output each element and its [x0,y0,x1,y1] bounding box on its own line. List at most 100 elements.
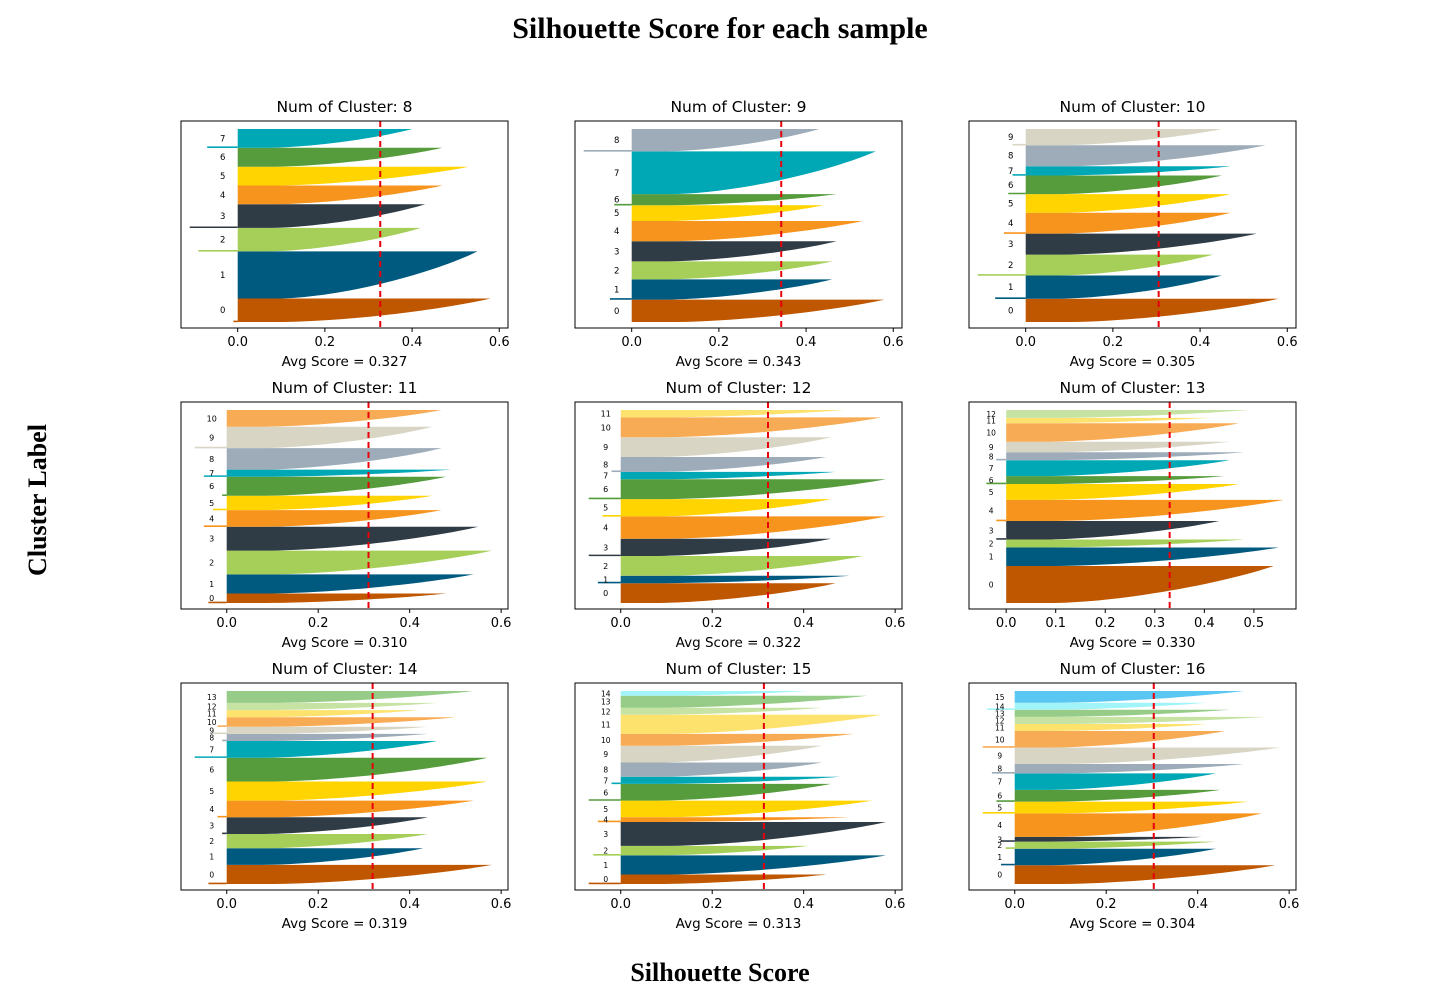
cluster-label: 7 [997,778,1002,787]
cluster-4-silhouette [226,510,442,527]
cluster-7-silhouette [1014,773,1216,790]
cluster-label: 9 [997,752,1002,761]
cluster-label: 9 [603,443,608,452]
cluster-label: 0 [209,594,214,603]
cluster-label: 6 [209,482,214,491]
x-tick-label: 0.6 [491,616,512,631]
cluster-label: 7 [209,469,214,478]
cluster-label: 9 [209,433,214,442]
cluster-label: 4 [220,191,225,201]
cluster-label: 5 [603,805,608,814]
subplot-title: Num of Cluster: 12 [666,379,812,397]
cluster-7-silhouette [620,776,841,784]
cluster-label: 10 [995,735,1005,744]
cluster-8-silhouette [631,129,820,152]
cluster-label: 9 [209,726,214,735]
cluster-label: 6 [614,196,619,206]
cluster-label: 4 [603,524,608,533]
cluster-5-silhouette [1014,801,1248,814]
cluster-label: 2 [989,540,994,549]
cluster-6-silhouette [237,147,443,167]
cluster-4-silhouette [1006,499,1284,521]
cluster-label: 1 [614,285,619,295]
cluster-8-silhouette [1006,452,1244,461]
x-tick-label: 0.4 [402,335,423,350]
cluster-label: 12 [601,707,611,716]
cluster-8-silhouette [620,762,822,777]
cluster-label: 3 [1008,240,1013,250]
cluster-5-silhouette [620,499,832,517]
cluster-1-silhouette [1014,848,1216,866]
cluster-1-silhouette [226,574,474,594]
cluster-label: 13 [207,693,217,702]
avg-score-label: Avg Score = 0.330 [1070,635,1196,651]
cluster-8-silhouette [226,448,442,470]
x-tick-label: 0.6 [885,616,906,631]
subplot-title: Num of Cluster: 11 [272,379,418,397]
cluster-10-silhouette [1014,731,1226,748]
x-tick-label: 0.0 [1015,335,1036,350]
cluster-1-silhouette [631,279,833,300]
cluster-6-silhouette [631,194,837,206]
cluster-label: 8 [989,452,994,461]
cluster-label: 4 [603,816,608,825]
plot-frame [180,682,509,891]
cluster-15-silhouette [1014,691,1244,703]
subplot-title: Num of Cluster: 10 [1060,98,1206,116]
cluster-label: 0 [209,870,214,879]
cluster-label: 2 [603,562,608,571]
x-tick-label: 0.4 [1190,335,1211,350]
x-tick-label: 0.1 [1045,616,1066,631]
plot-frame [180,401,509,610]
cluster-label: 0 [989,580,994,589]
cluster-label: 1 [220,271,225,281]
subplot-title: Num of Cluster: 9 [670,98,806,116]
cluster-3-silhouette [226,817,428,834]
x-tick-label: 0.0 [216,616,237,631]
cluster-8-silhouette [1014,764,1244,774]
cluster-label: 4 [614,227,619,237]
x-tick-label: 0.0 [1004,897,1025,912]
cluster-11-silhouette [620,410,845,418]
cluster-9-silhouette [1014,747,1280,764]
cluster-label: 3 [603,543,608,552]
cluster-7-silhouette [631,151,876,195]
x-tick-label: 0.4 [793,897,814,912]
x-tick-label: 0.6 [1277,335,1298,350]
cluster-label: 11 [601,410,611,419]
cluster-10-silhouette [620,733,854,746]
subplot-2: Num of Cluster: 9 0 1 2 3 4 5 6 7 8 0.0 0.2 0.4 0.6 Av… [574,98,904,370]
cluster-2-silhouette [226,550,492,575]
cluster-12-silhouette [226,702,438,711]
cluster-label: 13 [995,709,1005,718]
subplot-5: Num of Cluster: 12 0 1 2 3 4 5 6 7 8 9 10 11 0.0 0.2 0.… [574,379,906,651]
cluster-label: 9 [989,443,994,452]
plot-frame [968,401,1297,610]
x-tick-label: 0.2 [702,897,723,912]
cluster-label: 6 [220,153,225,163]
cluster-label: 5 [603,504,608,513]
cluster-10-silhouette [226,717,456,727]
cluster-6-silhouette [620,479,886,500]
cluster-11-silhouette [620,714,882,734]
cluster-label: 1 [603,575,608,584]
cluster-label: 0 [614,307,619,317]
x-tick-label: 0.0 [621,335,642,350]
cluster-14-silhouette [1014,702,1207,710]
cluster-2-silhouette [226,834,428,849]
cluster-12-silhouette [1006,410,1249,418]
cluster-label: 4 [209,805,214,814]
cluster-0-silhouette [1025,298,1279,322]
cluster-label: 11 [995,723,1005,732]
cluster-label: 7 [603,776,608,785]
subplot-9: Num of Cluster: 160123456789101112131415… [968,660,1300,932]
cluster-13-silhouette [226,691,474,703]
cluster-label: 5 [220,172,225,182]
x-tick-label: 0.6 [1279,897,1300,912]
cluster-4-silhouette [226,800,474,818]
cluster-label: 4 [989,506,994,515]
cluster-5-silhouette [620,800,873,818]
cluster-4-silhouette [620,516,886,539]
cluster-9-silhouette [620,437,832,457]
